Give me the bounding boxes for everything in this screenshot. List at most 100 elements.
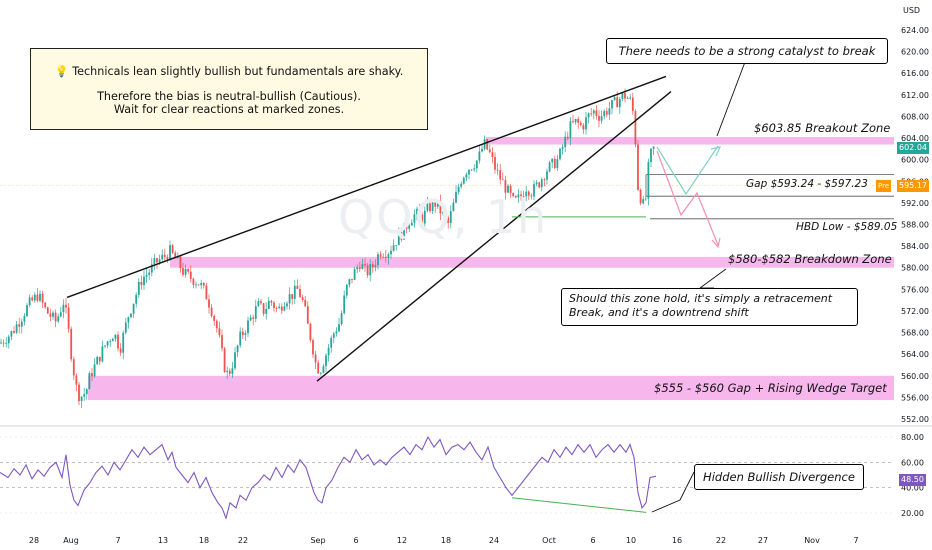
candle-body	[481, 148, 483, 152]
candle-body	[462, 177, 465, 184]
rsi-tick-label: 60.00	[901, 458, 924, 467]
gap-label: Gap $593.24 - $597.23	[746, 178, 868, 190]
candle-body	[374, 265, 377, 268]
candle-body	[267, 300, 270, 309]
price-tick-label: 556.00	[901, 393, 929, 402]
retracement-line-2: Break, and it's a downtrend shift	[569, 306, 749, 319]
time-tick-label: 16	[672, 536, 682, 545]
candle-body	[143, 276, 145, 286]
candle-body	[39, 293, 41, 301]
catalyst-pointer-left	[716, 61, 746, 137]
price-tick-label: 552.00	[901, 415, 929, 424]
candle-body	[72, 359, 75, 376]
candle-body	[195, 284, 197, 286]
overlays-layer	[66, 61, 758, 513]
candle-body	[504, 180, 507, 193]
candle-body	[49, 313, 52, 317]
candle-body	[478, 151, 481, 161]
candle-body	[96, 356, 99, 365]
candle-body	[70, 328, 73, 360]
candle-body	[192, 278, 195, 285]
price-axis[interactable]: 624.00 620.00 616.00 612.00 608.00 604.00 600.…	[901, 26, 929, 518]
candle-body	[221, 335, 223, 349]
candle-body	[348, 279, 351, 285]
info-line-1: 💡 Technicals lean slightly bullish but f…	[31, 65, 427, 78]
candle-body	[62, 304, 65, 313]
candle-body	[351, 279, 353, 280]
candle-body	[361, 264, 364, 269]
candle-body	[0, 342, 2, 344]
candle-body	[150, 264, 153, 273]
bullish-projection-path	[656, 145, 719, 196]
candle-body	[327, 347, 330, 356]
candle-body	[202, 282, 205, 286]
pre-market-badge: Pre	[876, 180, 892, 192]
candle-body	[117, 334, 119, 349]
candle-body	[413, 214, 416, 223]
candle-body	[145, 274, 148, 277]
candle-body	[421, 214, 424, 224]
candle-body	[499, 170, 502, 180]
rsi-tick-label: 20.00	[901, 509, 924, 518]
candle-body	[587, 113, 590, 118]
candle-body	[371, 264, 374, 268]
candle-body	[650, 148, 652, 162]
candle-body	[460, 183, 463, 187]
candle-body	[436, 200, 439, 207]
candle-body	[262, 303, 265, 314]
candle-body	[624, 92, 626, 99]
candle-body	[631, 97, 634, 112]
candle-body	[447, 217, 450, 223]
candle-body	[306, 306, 309, 324]
candle-body	[182, 268, 184, 275]
zones-layer	[0, 136, 894, 401]
time-axis[interactable]: 28 Aug 7 13 18 22 Sep 6 12 18 24 Oct 6 10 16 22 27 Nov 7	[29, 536, 859, 545]
candle-body	[111, 338, 114, 342]
candle-body	[122, 332, 125, 353]
breakdown-zone-band	[170, 256, 894, 268]
candle-body	[249, 317, 252, 321]
candle-body	[322, 366, 325, 373]
candle-body	[236, 345, 239, 353]
candle-body	[228, 370, 231, 374]
candle-body	[241, 331, 244, 336]
candle-body	[358, 267, 361, 269]
candle-body	[340, 313, 343, 325]
candle-body	[338, 324, 340, 332]
candle-body	[647, 161, 650, 199]
last-price-tag: 602.04	[897, 142, 929, 154]
time-tick-label: 6	[353, 536, 358, 545]
rsi-divergence-line	[511, 497, 647, 513]
candle-body	[540, 179, 543, 188]
time-tick-label: 13	[158, 536, 168, 545]
candle-body	[598, 115, 600, 121]
candle-body	[319, 372, 322, 374]
time-tick-label: Nov	[804, 536, 820, 545]
candle-body	[533, 184, 535, 197]
time-tick-label: 24	[489, 536, 499, 545]
candle-body	[470, 169, 473, 171]
candle-body	[543, 179, 546, 181]
candle-body	[184, 268, 187, 275]
candle-body	[418, 208, 421, 215]
candle-body	[273, 302, 275, 309]
candle-body	[613, 97, 616, 101]
candle-body	[41, 293, 44, 303]
candle-body	[10, 331, 13, 337]
candle-body	[317, 362, 320, 374]
breakout-zone-label: $603.85 Breakout Zone	[754, 121, 891, 135]
candle-body	[639, 189, 642, 204]
candle-body	[475, 160, 478, 169]
candle-body	[442, 212, 444, 214]
candle-body	[379, 254, 382, 257]
candle-body	[200, 282, 203, 286]
candle-body	[137, 281, 140, 295]
currency-label: USD	[903, 6, 921, 15]
candle-body	[265, 308, 268, 314]
price-tick-label: 620.00	[901, 48, 929, 57]
info-line-1-text: Technicals lean slightly bullish but fun…	[72, 65, 404, 78]
candle-body	[301, 297, 304, 301]
candle-body	[234, 352, 236, 369]
